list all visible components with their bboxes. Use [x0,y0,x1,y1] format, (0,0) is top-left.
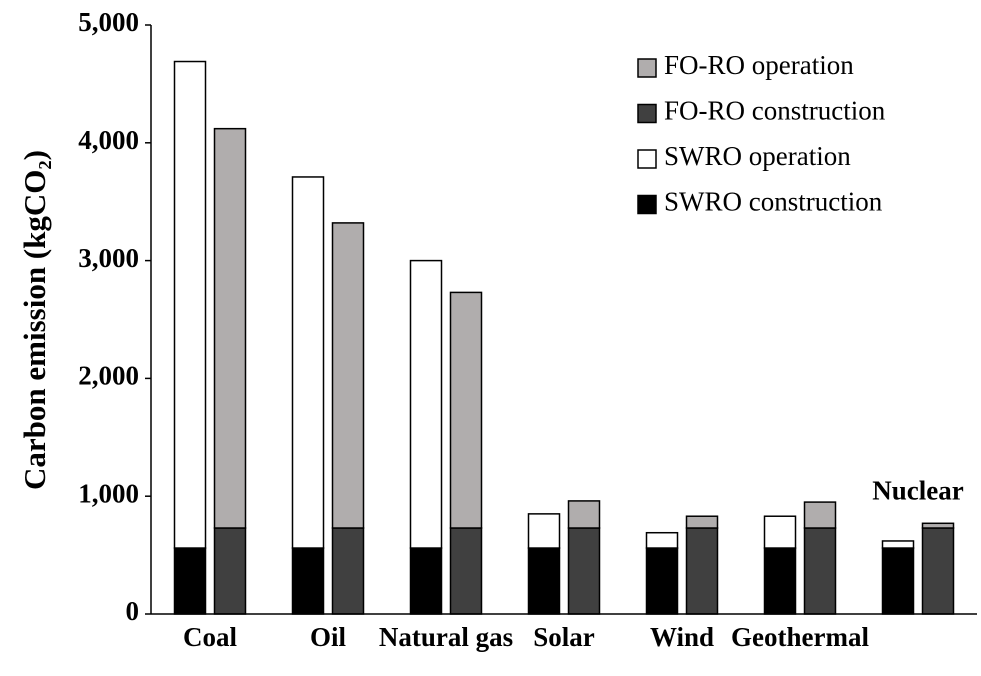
x-tick-label: Geothermal [731,622,869,652]
x-tick-label: Wind [650,622,714,652]
bar-segment [921,527,955,615]
y-tick-label: 4,000 [78,125,139,155]
x-tick-label: Natural gas [379,622,513,652]
bar-segment [685,527,719,615]
legend-label: SWRO construction [664,187,883,217]
bar-segment [645,531,679,549]
y-axis-label: Carbon emission (kgCO₂) [17,150,52,490]
bar-segment [763,515,797,549]
bar-segment [291,176,325,549]
x-tick-label: Solar [533,622,595,652]
y-tick-label: 1,000 [78,478,139,508]
bar-segment [213,527,247,615]
bar-segment [527,513,561,549]
legend-label: FO-RO operation [664,50,854,80]
bar-segment [567,500,601,529]
legend-label: FO-RO construction [664,96,886,126]
bar-segment [291,547,325,615]
bar-segment [803,501,837,529]
bar-segment [409,259,443,549]
legend-swatch [637,149,657,169]
bar-segment [763,547,797,615]
bar-segment [449,291,483,529]
x-tick-label: Coal [183,622,237,652]
bar-segment [331,222,365,529]
bar-segment [449,527,483,615]
bar-segment [567,527,601,615]
bar-segment [803,527,837,615]
bar-segment [921,522,955,529]
x-tick-label: Nuclear [872,475,963,505]
bar-segment [881,547,915,615]
bar-segment [213,127,247,529]
bar-segment [409,547,443,615]
bar-segment [685,515,719,529]
legend-swatch [637,194,657,215]
x-tick-label: Oil [310,622,347,652]
bar-segment [645,547,679,615]
y-tick-label: 0 [126,596,140,626]
bar-segment [331,527,365,615]
bar-segment [173,60,207,549]
y-tick-label: 2,000 [78,361,139,391]
legend-swatch [637,103,657,124]
legend-label: SWRO operation [664,141,851,171]
bar-segment [527,547,561,615]
bar-segment [173,547,207,615]
y-tick-label: 5,000 [78,7,139,37]
y-tick-label: 3,000 [78,243,139,273]
bar-segment [881,540,915,549]
legend-swatch [637,58,657,78]
